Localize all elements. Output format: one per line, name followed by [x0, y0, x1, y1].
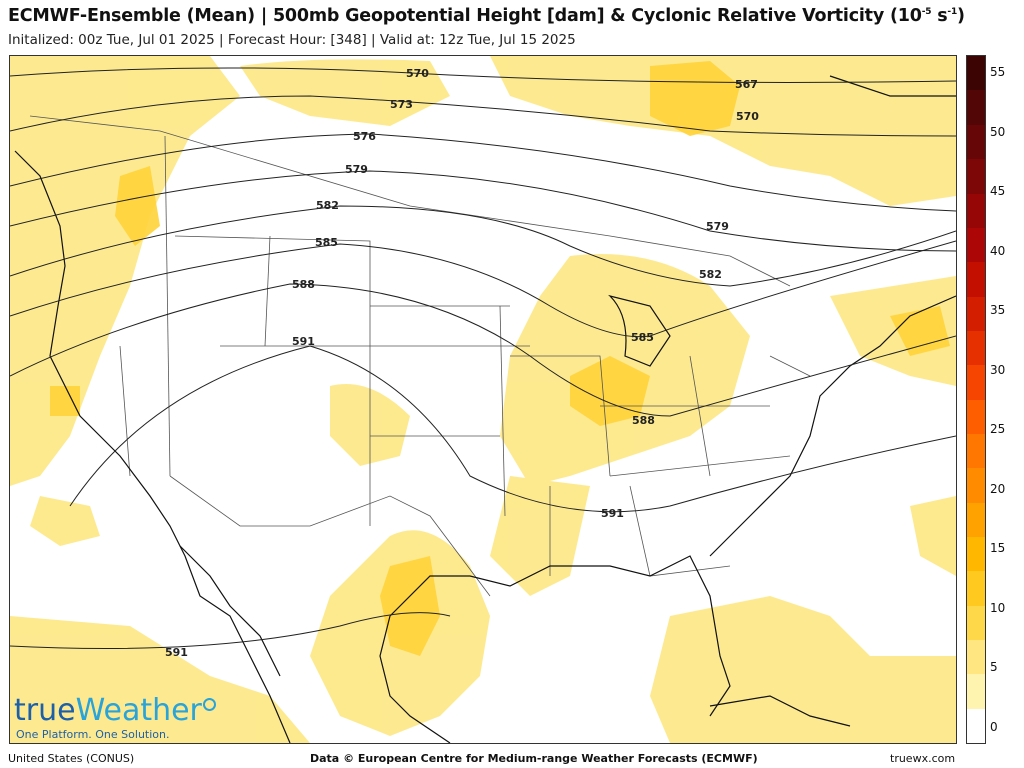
contour-label: 582 [316, 199, 339, 212]
trueweather-logo: trueWeather One Platform. One Solution. [14, 696, 216, 741]
colorbar-segment [967, 330, 985, 366]
footer-site-link[interactable]: truewx.com [890, 752, 956, 765]
logo-ring-icon [202, 698, 216, 711]
colorbar-tick-label: 15 [990, 541, 1006, 556]
colorbar-tick-label: 30 [990, 362, 1006, 377]
colorbar-tick-label: 55 [990, 65, 1006, 80]
colorbar-segment [967, 365, 985, 400]
colorbar-tick-label: 25 [990, 422, 1006, 437]
contour-label: 579 [706, 220, 729, 233]
contour-label: 570 [736, 110, 759, 123]
colorbar-segment [967, 124, 985, 160]
colorbar-segment [967, 571, 985, 606]
colorbar-segment [967, 262, 985, 297]
contour-label: 579 [345, 163, 368, 176]
contour-label: 591 [165, 646, 188, 659]
colorbar-segment [967, 674, 985, 709]
colorbar-tick-label: 10 [990, 600, 1006, 615]
vorticity-shading-strong [50, 61, 950, 656]
contour-label: 576 [353, 130, 376, 143]
contour-label: 585 [315, 236, 338, 249]
map-svg: 570 573 576 579 582 585 588 591 567 570 … [10, 56, 956, 743]
colorbar-segment [967, 536, 985, 572]
colorbar-segment [967, 56, 985, 91]
colorbar-tick-label: 0 [990, 719, 998, 734]
colorbar-segment [967, 227, 985, 263]
colorbar-segment [967, 90, 985, 125]
contour-label: 588 [632, 414, 655, 427]
colorbar-segment [967, 399, 985, 434]
contour-label: 570 [406, 67, 429, 80]
contour-label: 585 [631, 331, 654, 344]
colorbar-segment [967, 639, 985, 675]
logo-text-weather: Weather [75, 693, 202, 728]
contour-labels: 570 573 576 579 582 585 588 591 567 570 … [165, 67, 759, 659]
contour-label: 588 [292, 278, 315, 291]
coastlines [14, 75, 956, 743]
colorbar-tick-label: 50 [990, 124, 1006, 139]
logo-text-true: true [14, 693, 76, 728]
vorticity-shading [10, 56, 956, 743]
contour-label: 567 [735, 78, 758, 91]
map-panel: 570 573 576 579 582 585 588 591 567 570 … [9, 55, 957, 744]
logo-tagline: One Platform. One Solution. [16, 728, 170, 741]
colorbar-tick-label: 45 [990, 184, 1006, 199]
chart-subtitle: Initalized: 00z Tue, Jul 01 2025 | Forec… [8, 32, 576, 48]
colorbar-segment [967, 605, 985, 640]
footer-credit: Data © European Centre for Medium-range … [310, 752, 758, 765]
contour-label: 591 [601, 507, 624, 520]
colorbar-segment [967, 159, 985, 194]
colorbar-segment [967, 296, 985, 331]
colorbar-segment [967, 193, 985, 228]
chart-title: ECMWF-Ensemble (Mean) | 500mb Geopotenti… [8, 6, 965, 26]
height-contours [10, 67, 956, 649]
footer-region: United States (CONUS) [8, 752, 135, 765]
colorbar-tick-label: 35 [990, 303, 1006, 318]
colorbar-segment [967, 468, 985, 503]
contour-label: 573 [390, 98, 413, 111]
contour-label: 591 [292, 335, 315, 348]
colorbar-tick-label: 40 [990, 243, 1006, 258]
vorticity-colorbar [966, 55, 986, 744]
contour-label: 582 [699, 268, 722, 281]
colorbar-segment [967, 502, 985, 537]
colorbar-tick-label: 5 [990, 660, 998, 675]
colorbar-tick-label: 20 [990, 481, 1006, 496]
colorbar-segment [967, 433, 985, 469]
colorbar-segment [967, 708, 985, 743]
